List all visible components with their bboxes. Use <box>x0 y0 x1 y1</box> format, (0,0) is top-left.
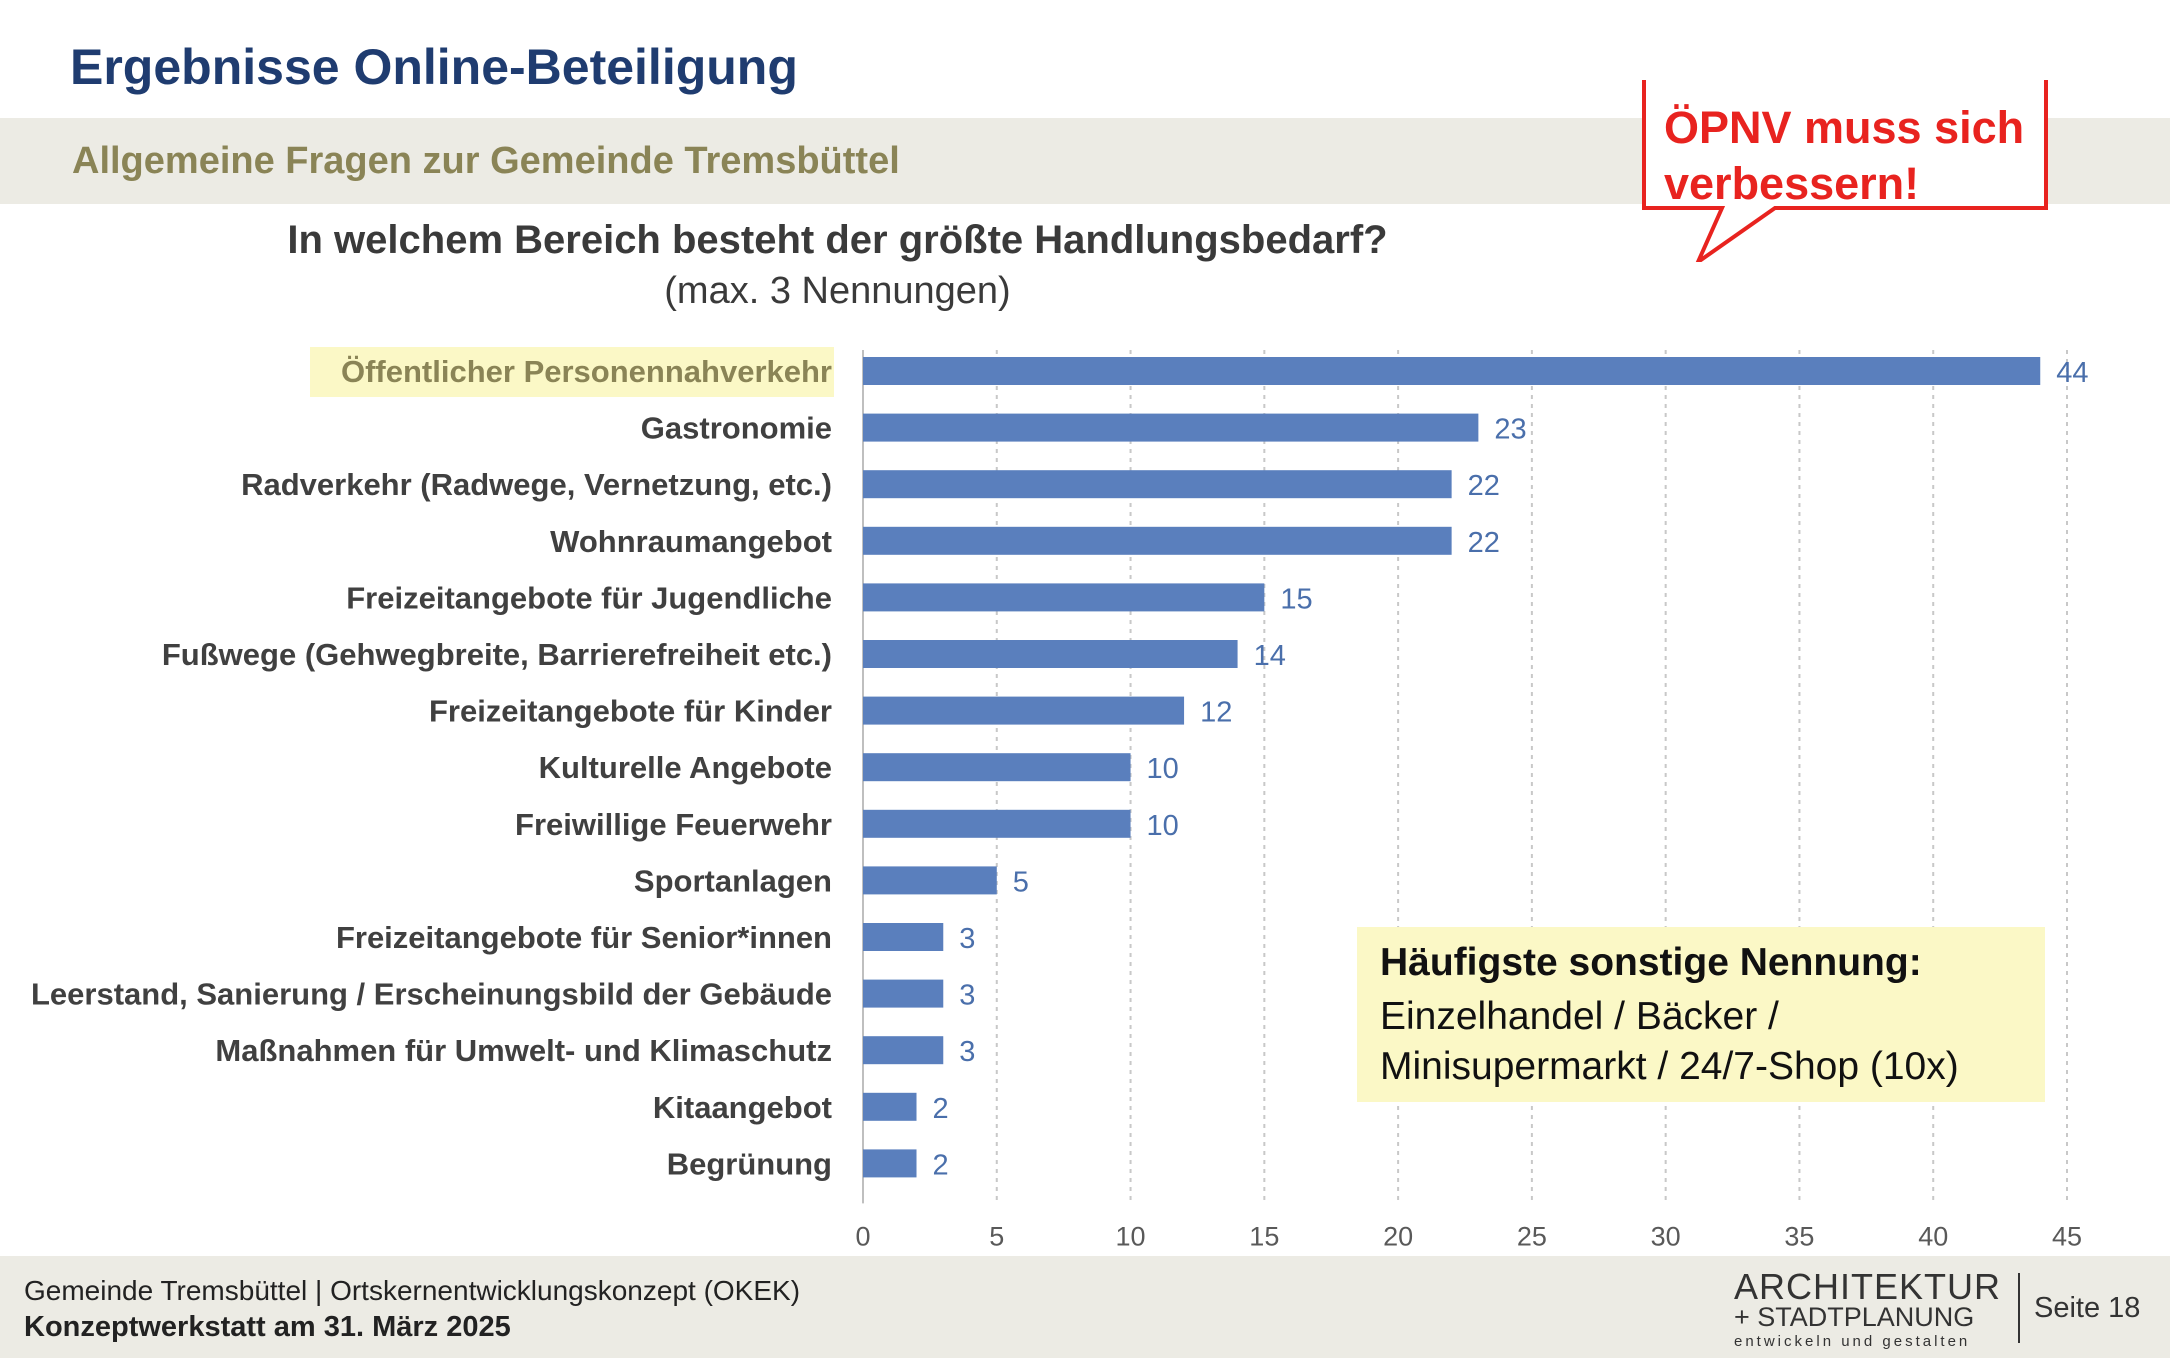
category-label: Kulturelle Angebote <box>539 750 832 785</box>
bar <box>863 753 1131 782</box>
category-label: Sportanlagen <box>634 863 832 898</box>
data-label: 2 <box>933 1093 949 1125</box>
data-label: 5 <box>1013 866 1029 898</box>
category-label: Radverkehr (Radwege, Vernetzung, etc.) <box>241 467 832 502</box>
data-label: 10 <box>1147 753 1179 785</box>
category-label: Freizeitangebote für Senior*innen <box>336 920 832 955</box>
bar <box>863 640 1238 668</box>
page-title: Ergebnisse Online-Beteiligung <box>70 39 798 95</box>
logo-line-3: entwickeln und gestalten <box>1734 1333 1971 1350</box>
x-tick-label: 5 <box>989 1221 1004 1250</box>
highlighted-category-background <box>310 347 834 397</box>
bar <box>863 1092 917 1121</box>
bar <box>863 866 997 895</box>
bar <box>863 526 1452 555</box>
other-mentions-body: Einzelhandel / Bäcker / Minisupermarkt /… <box>1380 992 2040 1092</box>
page-subtitle: Allgemeine Fragen zur Gemeinde Tremsbütt… <box>72 140 900 182</box>
x-tick-label: 25 <box>1517 1221 1547 1250</box>
data-label: 10 <box>1147 810 1179 842</box>
data-label: 15 <box>1280 583 1312 615</box>
category-label: Kitaangebot <box>653 1090 832 1125</box>
x-tick-label: 30 <box>1651 1221 1681 1250</box>
category-label: Freizeitangebote für Kinder <box>429 694 832 729</box>
logo-line-1: ARCHITEKTUR <box>1734 1266 2002 1307</box>
x-tick-label: 15 <box>1249 1221 1279 1250</box>
callout-text: ÖPNV muss sich verbessern! <box>1664 100 2044 212</box>
data-label: 12 <box>1200 697 1232 729</box>
x-tick-label: 0 <box>855 1221 870 1250</box>
bar <box>863 357 2041 385</box>
page-number: Seite 18 <box>2034 1292 2141 1324</box>
category-label: Begrünung <box>667 1146 832 1181</box>
data-label: 3 <box>959 923 975 955</box>
data-label: 2 <box>933 1149 949 1181</box>
category-label: Öffentlicher Personennahverkehr <box>341 354 832 389</box>
x-tick-label: 40 <box>1918 1221 1948 1250</box>
bar <box>863 1149 917 1178</box>
bar <box>863 696 1185 725</box>
x-tick-label: 45 <box>2052 1221 2082 1250</box>
x-tick-label: 35 <box>1784 1221 1814 1250</box>
bar <box>863 809 1131 838</box>
data-label: 22 <box>1468 527 1500 559</box>
other-mentions-box <box>1357 927 2045 1102</box>
category-label: Freizeitangebote für Jugendliche <box>346 580 832 615</box>
logo-line-2: + STADTPLANUNG <box>1734 1302 1975 1332</box>
data-label: 22 <box>1468 470 1500 502</box>
chart-question: In welchem Bereich besteht der größte Ha… <box>287 218 1388 262</box>
data-label: 3 <box>959 980 975 1012</box>
x-tick-label: 10 <box>1116 1221 1146 1250</box>
data-label: 14 <box>1254 640 1286 672</box>
other-mentions-title: Häufigste sonstige Nennung: <box>1380 941 1922 984</box>
callout-bubble <box>1642 80 2048 262</box>
category-label: Leerstand, Sanierung / Erscheinungsbild … <box>31 977 832 1012</box>
bar <box>863 413 1479 442</box>
callout-line-2: verbessern! <box>1664 158 1920 209</box>
other-mentions-line-2: Minisupermarkt / 24/7-Shop (10x) <box>1380 1045 1959 1088</box>
data-label: 23 <box>1494 414 1526 446</box>
category-label: Gastronomie <box>641 411 832 446</box>
bar <box>863 923 944 951</box>
category-label: Maßnahmen für Umwelt- und Klimaschutz <box>215 1033 832 1068</box>
category-label: Fußwege (Gehwegbreite, Barrierefreiheit … <box>162 637 832 672</box>
footer-band <box>0 1256 2170 1358</box>
category-label: Wohnraumangebot <box>550 524 832 559</box>
bar <box>863 1036 944 1065</box>
chart-question-note: (max. 3 Nennungen) <box>664 270 1011 312</box>
footer-event: Konzeptwerkstatt am 31. März 2025 <box>24 1311 511 1343</box>
other-mentions-line-1: Einzelhandel / Bäcker / <box>1380 995 1779 1038</box>
footer-project: Gemeinde Tremsbüttel | Ortskernentwicklu… <box>24 1275 801 1306</box>
bar <box>863 583 1265 612</box>
callout-line-1: ÖPNV muss sich <box>1664 102 2025 153</box>
footer-divider <box>2018 1273 2020 1343</box>
data-label: 3 <box>959 1036 975 1068</box>
category-label: Freiwillige Feuerwehr <box>515 807 832 842</box>
x-tick-label: 20 <box>1383 1221 1413 1250</box>
bar <box>863 470 1452 499</box>
bar <box>863 979 944 1008</box>
data-label: 44 <box>2056 357 2088 389</box>
